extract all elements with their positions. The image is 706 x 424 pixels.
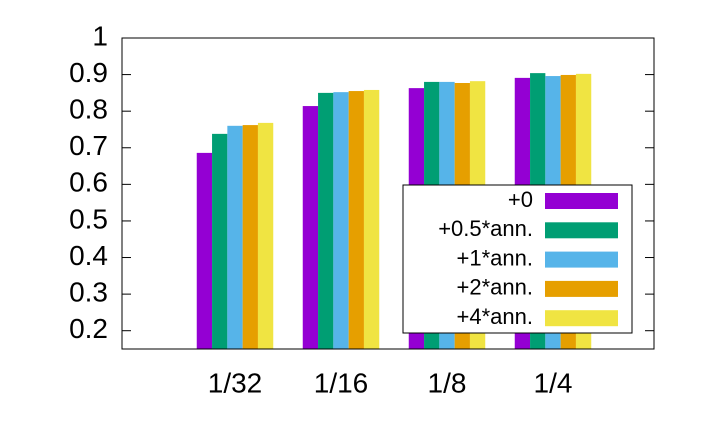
y-tick-label: 0.6: [69, 167, 108, 198]
y-tick-label: 0.7: [69, 130, 108, 161]
legend: +0 +0.5*ann. +1*ann. +2*ann. +4*ann.: [402, 184, 633, 334]
bar: [196, 152, 213, 349]
y-tick-label: 0.9: [69, 57, 108, 88]
y-tick-label: 1: [92, 20, 108, 51]
legend-swatch: [545, 222, 618, 239]
y-tick-label: 0.4: [69, 240, 108, 271]
legend-label: +0.5*ann.: [438, 216, 533, 241]
legend-swatch: [545, 280, 618, 297]
legend-label: +0: [508, 187, 533, 212]
y-tick-label: 0.5: [69, 203, 108, 234]
bar: [318, 92, 334, 349]
plot-border: [121, 37, 655, 350]
x-tick-label: 1/32: [208, 367, 263, 398]
bar: [302, 106, 319, 350]
y-tick-label: 0.8: [69, 94, 108, 125]
x-tick-label: 1/8: [428, 367, 467, 398]
x-tick-label: 1/4: [534, 367, 573, 398]
bar: [363, 89, 380, 349]
x-tick-label: 1/16: [314, 367, 369, 398]
legend-swatch: [545, 310, 618, 327]
y-tick-label: 0.3: [69, 277, 108, 308]
legend-swatch: [545, 193, 618, 209]
legend-label: +4*ann.: [457, 304, 533, 329]
y-tick-label: 0.2: [69, 313, 108, 344]
bar: [257, 122, 274, 349]
bar: [348, 91, 364, 349]
bar: [333, 92, 349, 350]
bar: [227, 125, 243, 349]
bar: [242, 125, 258, 349]
bar: [212, 133, 228, 349]
legend-label: +1*ann.: [457, 245, 533, 270]
legend-label: +2*ann.: [457, 275, 533, 300]
legend-swatch: [545, 251, 618, 268]
